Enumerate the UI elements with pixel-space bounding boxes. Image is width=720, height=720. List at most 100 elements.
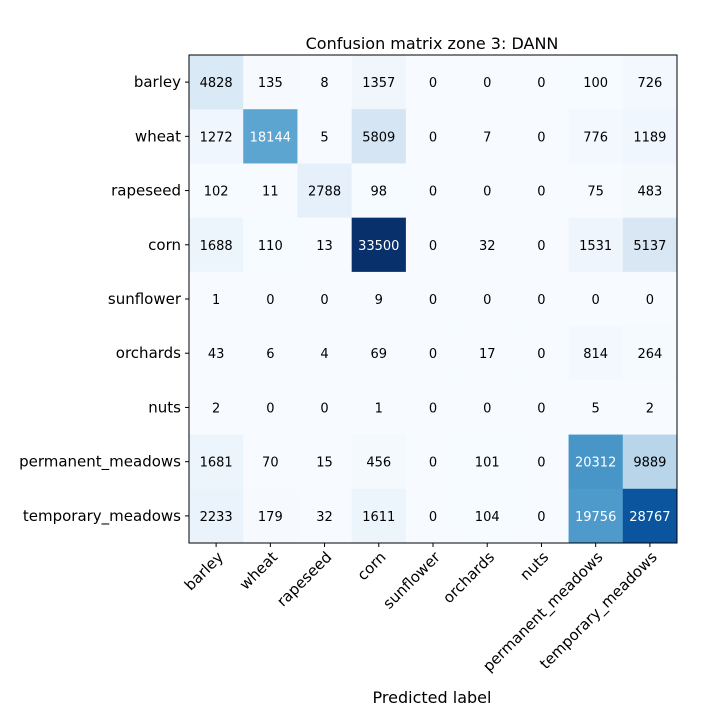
heatmap-cell (297, 326, 353, 381)
heatmap-cell (243, 380, 298, 436)
heatmap-cell-label: 0 (537, 239, 545, 254)
y-tick-label: temporary_meadows (23, 507, 181, 526)
heatmap-cell-label: 70 (262, 456, 279, 471)
heatmap-cell (189, 488, 244, 544)
x-tick-label: orchards (439, 548, 498, 607)
heatmap-cell (189, 55, 244, 110)
heatmap-cell (405, 326, 461, 381)
heatmap-cell (351, 55, 407, 110)
heatmap-cell (243, 434, 298, 490)
heatmap-cell-label: 2 (212, 401, 220, 416)
heatmap-cell-label: 32 (316, 510, 333, 525)
heatmap-cell-label: 1357 (362, 76, 395, 91)
x-tick-label: nuts (516, 548, 552, 584)
heatmap-cell (622, 488, 678, 544)
heatmap-cell (243, 109, 298, 164)
heatmap-cell (568, 271, 624, 327)
y-tick-label: barley (134, 73, 181, 91)
heatmap-cell-label: 0 (537, 130, 545, 145)
y-tick-label: orchards (116, 344, 181, 362)
y-tick-label: rapeseed (111, 182, 181, 200)
heatmap-cell-label: 110 (258, 239, 283, 254)
heatmap-cell (189, 434, 244, 490)
heatmap-cell (351, 271, 407, 327)
heatmap-cell (514, 109, 570, 164)
heatmap-cell (622, 163, 678, 219)
heatmap-cell-label: 102 (204, 185, 229, 200)
y-tick-label: nuts (148, 398, 181, 416)
heatmap-cell (189, 326, 244, 381)
heatmap-cell-label: 0 (646, 293, 654, 308)
heatmap-cell (189, 380, 244, 436)
heatmap-cell-label: 33500 (358, 239, 399, 254)
heatmap-cell-label: 0 (537, 456, 545, 471)
heatmap-cell (189, 163, 244, 219)
heatmap-cell-label: 0 (592, 293, 600, 308)
heatmap-cell-label: 0 (429, 401, 437, 416)
heatmap-cell (297, 380, 353, 436)
heatmap-cell-label: 13 (316, 239, 333, 254)
heatmap-cell-label: 0 (483, 76, 491, 91)
heatmap-cell-label: 0 (537, 293, 545, 308)
heatmap-cell (568, 109, 624, 164)
heatmap-cell-label: 0 (537, 510, 545, 525)
heatmap-cell-label: 135 (258, 76, 283, 91)
heatmap-cell-label: 0 (537, 401, 545, 416)
heatmap-cell (351, 434, 407, 490)
heatmap-cell (460, 271, 515, 327)
heatmap-cell-label: 776 (583, 130, 608, 145)
heatmap-cell (243, 217, 298, 273)
heatmap-cell (460, 380, 515, 436)
heatmap-cell-label: 0 (483, 293, 491, 308)
heatmap-cell-label: 5137 (633, 239, 666, 254)
heatmap-cell (622, 271, 678, 327)
y-tick-label: corn (148, 236, 181, 254)
heatmap-cell (622, 326, 678, 381)
heatmap-cell (460, 109, 515, 164)
heatmap-cell-label: 98 (371, 185, 388, 200)
heatmap-cell-label: 0 (537, 185, 545, 200)
heatmap-cell (514, 488, 570, 544)
heatmap-cell-label: 0 (320, 401, 328, 416)
heatmap-cell-label: 0 (429, 239, 437, 254)
heatmap-cell (568, 55, 624, 110)
heatmap-cell (514, 380, 570, 436)
heatmap-cell-label: 0 (429, 347, 437, 362)
heatmap-cell (405, 380, 461, 436)
heatmap-cell-label: 1611 (362, 510, 395, 525)
heatmap-cell (514, 326, 570, 381)
heatmap-cell (297, 271, 353, 327)
heatmap-cell (351, 488, 407, 544)
x-tick-label: sunflower (379, 548, 444, 613)
heatmap-cell-label: 1531 (579, 239, 612, 254)
heatmap-cell (297, 163, 353, 219)
heatmap-cell-label: 18144 (250, 130, 291, 145)
x-tick-label: rapeseed (273, 548, 335, 610)
heatmap-cell-label: 0 (429, 293, 437, 308)
heatmap-cell-label: 179 (258, 510, 283, 525)
y-tick-label: sunflower (108, 290, 182, 308)
heatmap-cell-label: 0 (266, 401, 274, 416)
heatmap-cell-label: 11 (262, 185, 279, 200)
heatmap-cell-label: 0 (320, 293, 328, 308)
heatmap-cell (460, 326, 515, 381)
heatmap-cell (622, 434, 678, 490)
heatmap-cell-label: 1 (375, 401, 383, 416)
heatmap-cell (405, 434, 461, 490)
heatmap-cell-label: 19756 (575, 510, 616, 525)
heatmap-cell-label: 4 (320, 347, 328, 362)
heatmap-cell (297, 434, 353, 490)
heatmap-cell-label: 1272 (200, 130, 233, 145)
heatmap-cell-label: 0 (429, 510, 437, 525)
heatmap-cell (297, 55, 353, 110)
heatmap-cell-label: 28767 (629, 510, 670, 525)
heatmap-cell-label: 2 (646, 401, 654, 416)
heatmap-cell-label: 75 (587, 185, 604, 200)
heatmap-cell (351, 326, 407, 381)
heatmap-cell-label: 20312 (575, 456, 616, 471)
heatmap-cell-label: 0 (266, 293, 274, 308)
heatmap-cell (351, 217, 407, 273)
heatmap-cell-label: 9889 (633, 456, 666, 471)
